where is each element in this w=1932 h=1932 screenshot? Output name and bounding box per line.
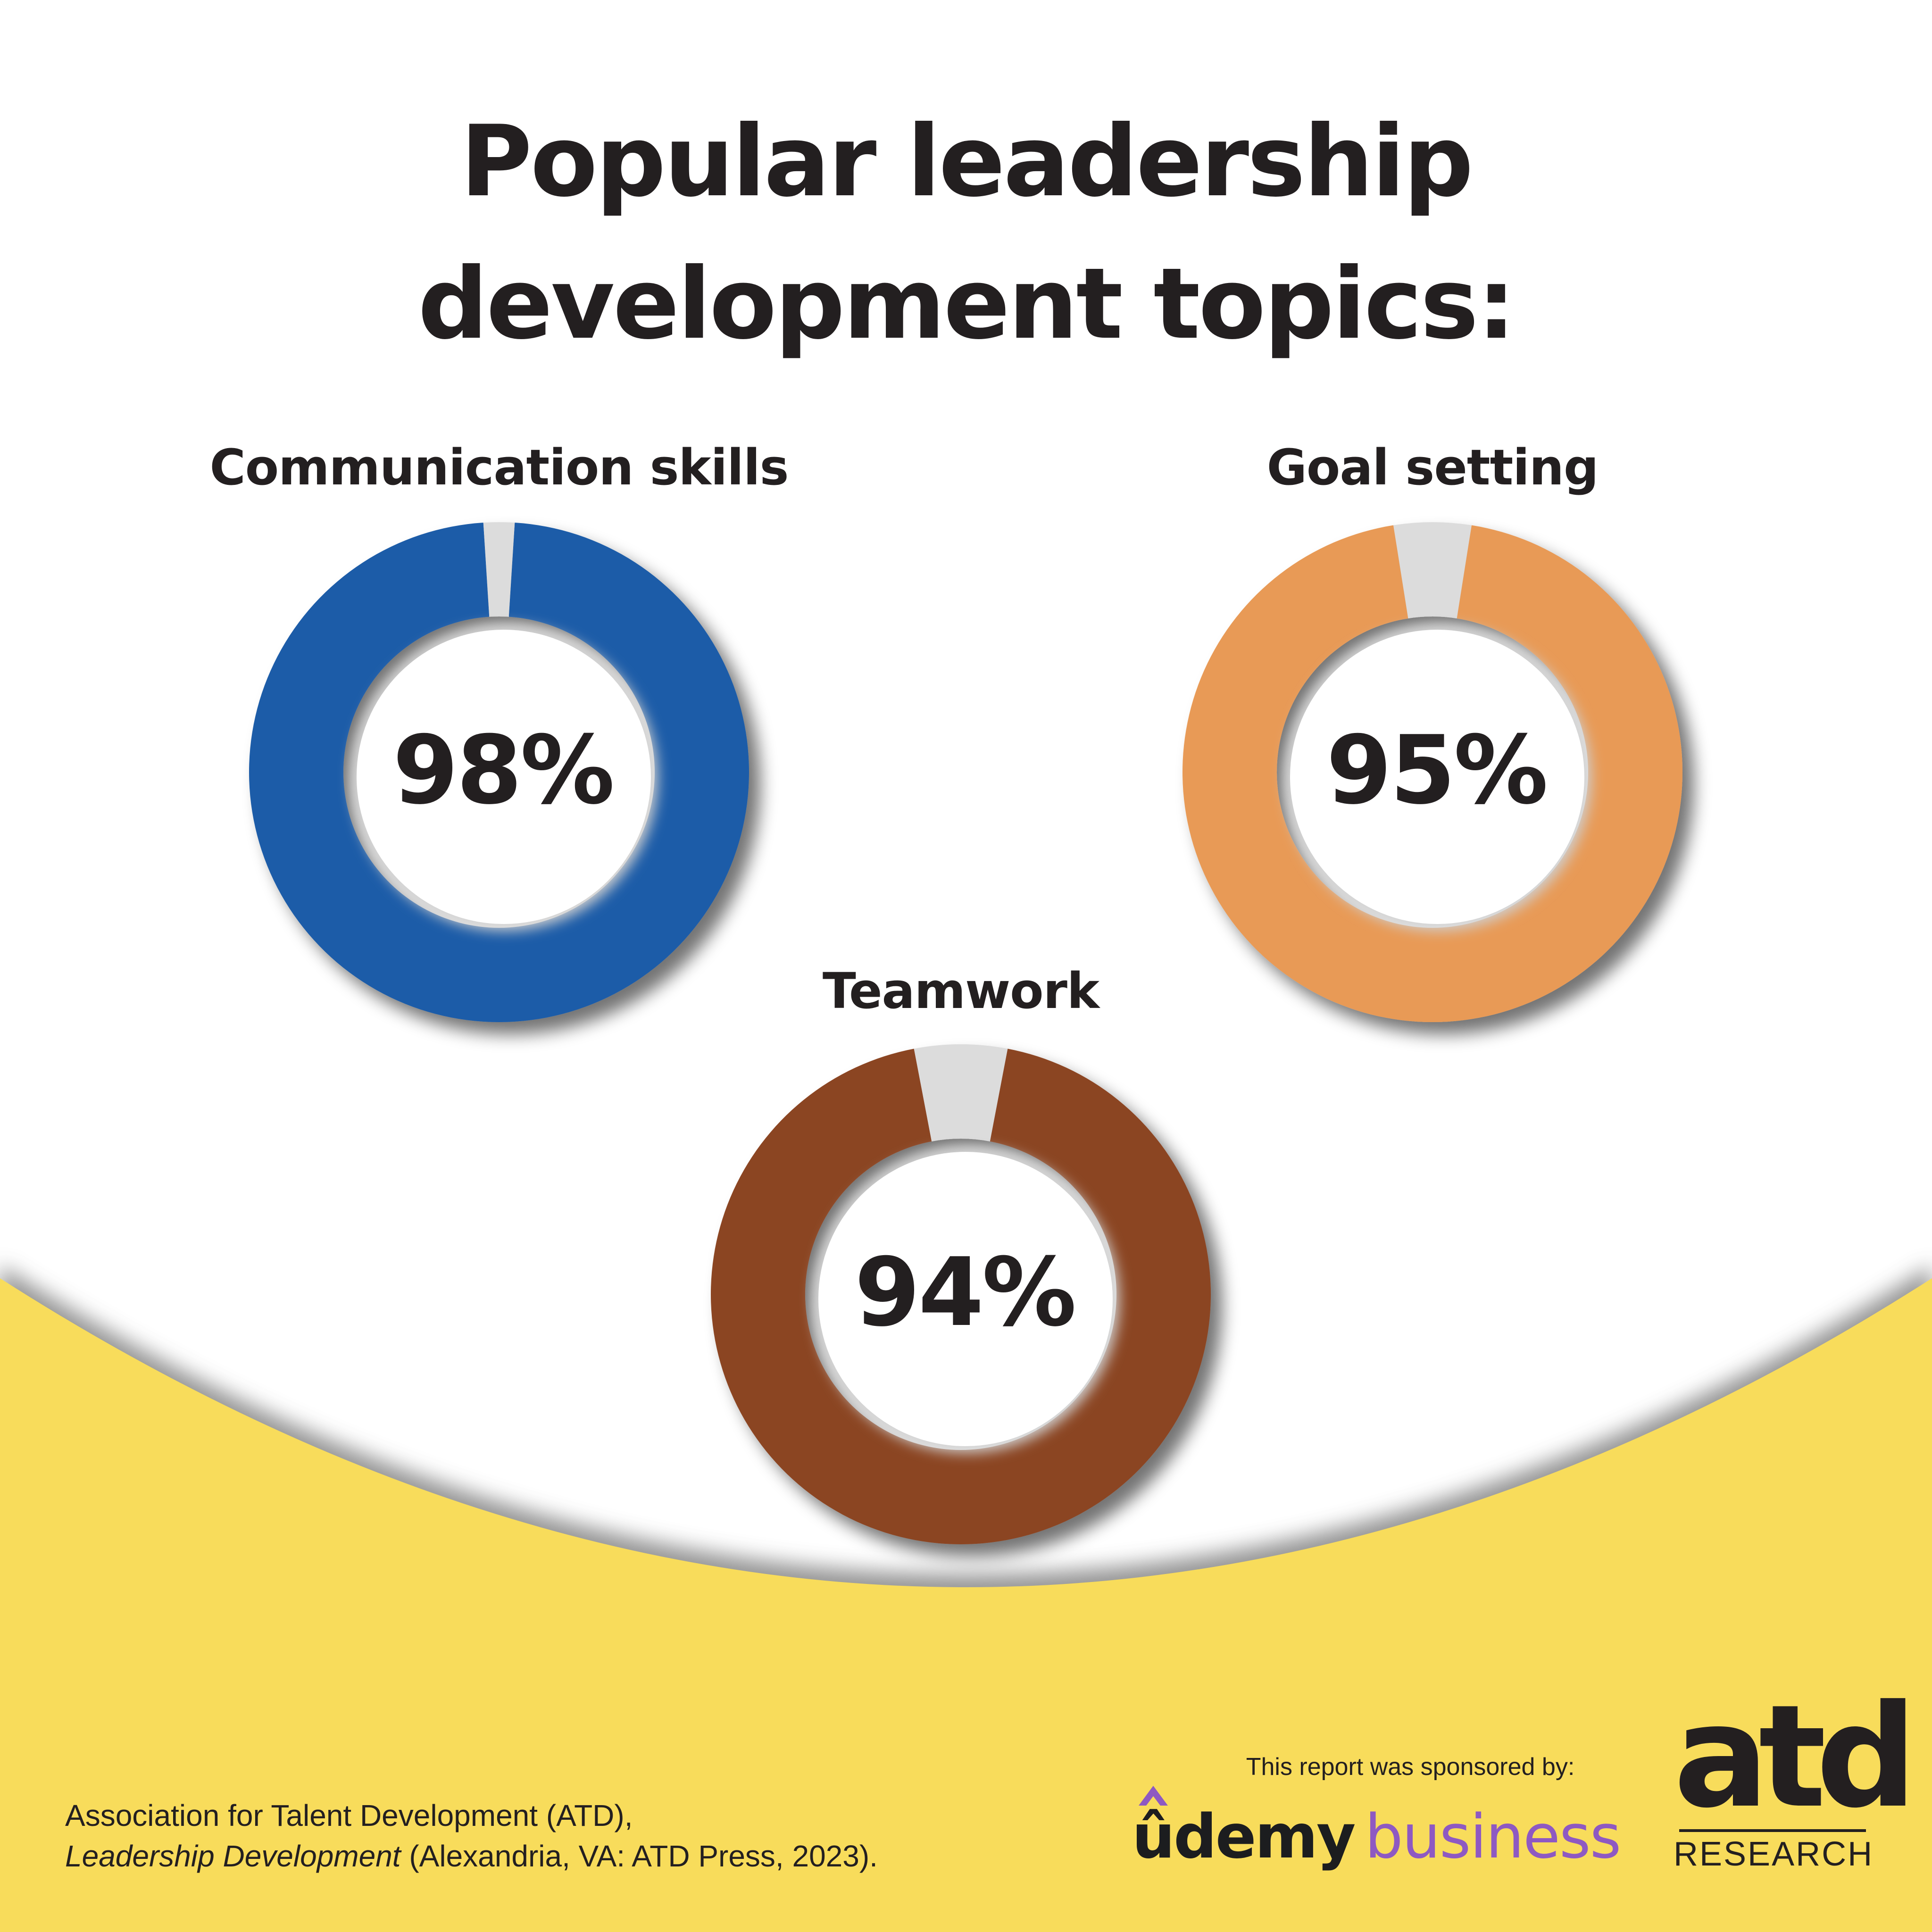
value-label-communication-skills: 98%	[392, 716, 615, 825]
udemy-wordmark: ûdemy	[1132, 1802, 1356, 1872]
value-label-teamwork: 94%	[854, 1238, 1077, 1348]
donut-remainder-goal-setting	[1393, 522, 1472, 619]
atd-research-label: RESEARCH	[1674, 1835, 1874, 1873]
donut-slice-communication-skills	[249, 523, 749, 1022]
citation-publisher: (Alexandria, VA: ATD Press, 2023).	[400, 1839, 878, 1873]
business-wordmark: business	[1365, 1802, 1621, 1872]
atd-logo-wordmark: atd	[1674, 1674, 1917, 1839]
category-label-goal-setting: Goal setting	[1266, 439, 1599, 496]
donut-slice-goal-setting	[1182, 525, 1682, 1023]
donut-hole-teamwork	[818, 1152, 1113, 1446]
donut-remainder-teamwork	[914, 1044, 1008, 1141]
udemy-hat-icon	[1139, 1786, 1168, 1806]
donut-goal-setting	[1182, 522, 1682, 1023]
udemy-business-logo: ûdemy business	[1132, 1797, 1621, 1877]
donut-hole-goal-setting	[1290, 630, 1584, 924]
donut-slice-teamwork	[711, 1049, 1211, 1545]
sponsor-note: This report was sponsored by:	[1246, 1753, 1575, 1781]
title-line-1: Popular leadership	[460, 105, 1474, 219]
donut-remainder-communication-skills	[483, 522, 515, 617]
citation-line-2: Leadership Development (Alexandria, VA: …	[65, 1836, 1056, 1876]
donut-hole-communication-skills	[357, 630, 651, 924]
citation-book-title: Leadership Development	[65, 1839, 401, 1873]
donut-teamwork	[711, 1044, 1211, 1545]
citation-line-1: Association for Talent Development (ATD)…	[65, 1799, 633, 1832]
category-label-teamwork: Teamwork	[822, 962, 1099, 1020]
footer-band	[0, 1278, 1932, 1932]
title-line-2: development topics:	[417, 247, 1516, 361]
category-label-communication-skills: Communication skills	[209, 439, 789, 496]
atd-logo-rule	[1679, 1829, 1866, 1832]
value-label-goal-setting: 95%	[1326, 716, 1549, 825]
citation: Association for Talent Development (ATD)…	[65, 1795, 1056, 1876]
donut-communication-skills	[249, 522, 749, 1022]
